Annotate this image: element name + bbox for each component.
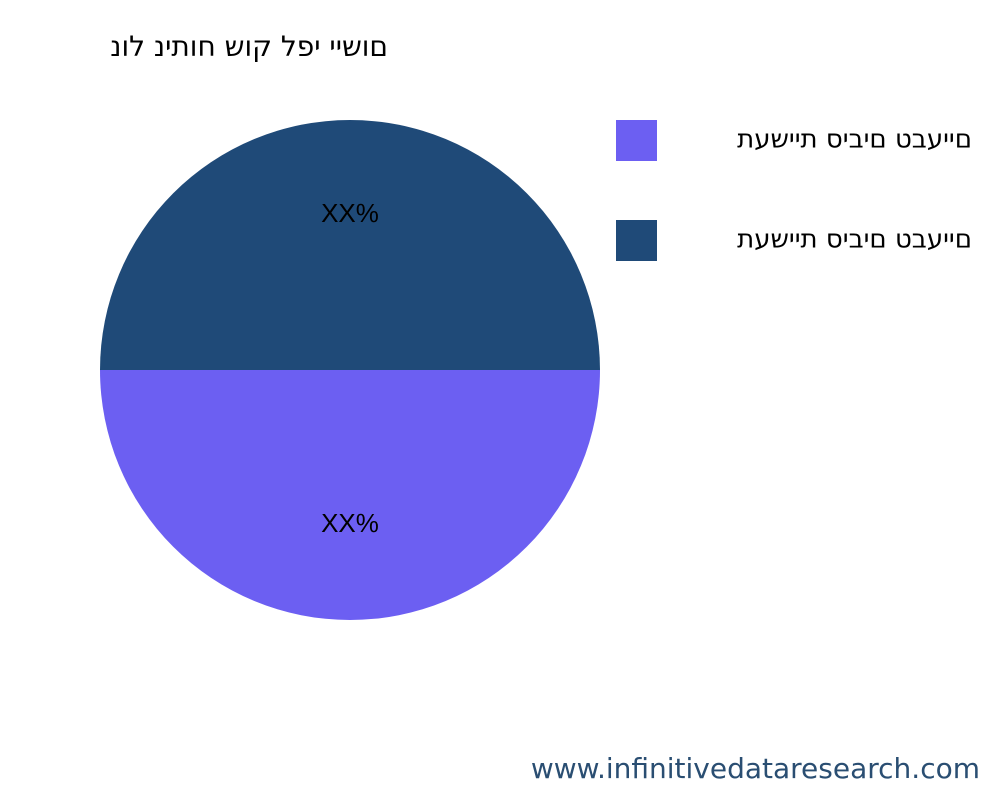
legend-label: םייעבט םיביס תיישעת [737, 225, 972, 255]
slice-label: XX% [321, 198, 379, 228]
pie-slice [100, 120, 600, 370]
legend-swatch [616, 120, 657, 161]
watermark: www.infinitivedataresearch.com [531, 752, 980, 785]
legend-swatch [616, 220, 657, 261]
legend-label: םייעבט םיביס תיישעת [737, 125, 972, 155]
chart-title: םושיי יפל קוש חותינ לונ [110, 30, 388, 63]
slice-label: XX% [321, 508, 379, 538]
pie-slice [100, 370, 600, 620]
